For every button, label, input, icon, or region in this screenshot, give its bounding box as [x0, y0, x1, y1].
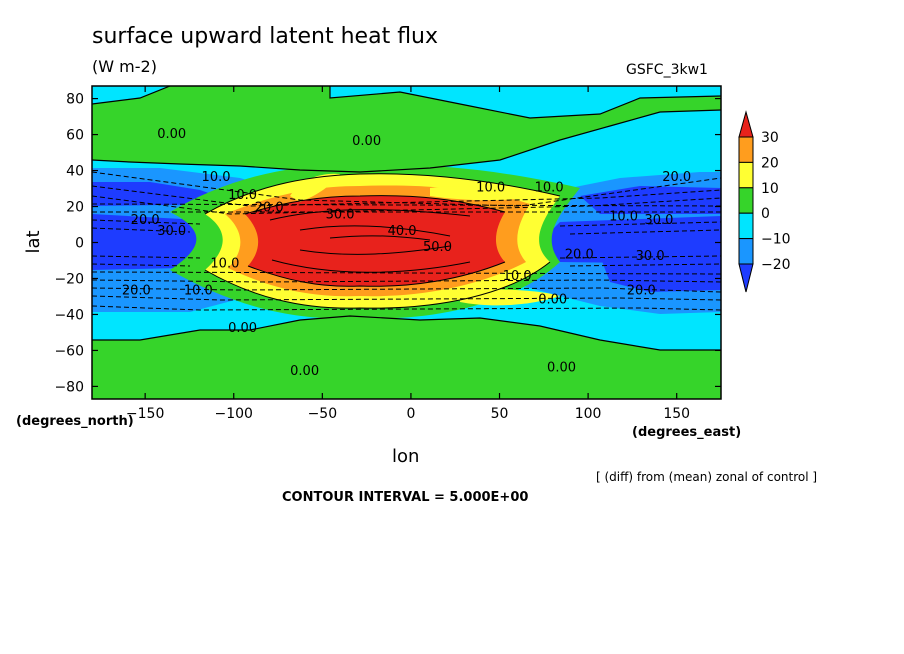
x-tick-label: 150 — [663, 406, 690, 422]
field-north-green — [92, 86, 721, 172]
contour-label: 10.0 — [609, 210, 638, 225]
field-south-green — [92, 316, 721, 399]
chart-units: (W m-2) — [92, 57, 157, 76]
y-tick-label: 40 — [66, 164, 84, 180]
contour-label: 20.0 — [131, 213, 160, 228]
x-axis-label: lon — [392, 446, 420, 467]
contour-label: 10.0 — [535, 181, 564, 196]
chart-title: surface upward latent heat flux — [92, 24, 439, 49]
contour-label: 30.0 — [326, 208, 355, 223]
contour-label: 0.00 — [228, 321, 257, 336]
contour-label: 10.0 — [210, 256, 239, 271]
x-tick-label: −150 — [126, 406, 164, 422]
contour-label: 10.0 — [202, 170, 231, 185]
contour-dashed-north — [92, 171, 721, 235]
y-axis: −80 −60 −40 −20 0 20 40 60 80 — [54, 92, 721, 395]
y-tick-label: 20 — [66, 200, 84, 216]
colorbar-label: 20 — [761, 155, 779, 171]
y-axis-label: lat — [23, 230, 45, 254]
y-tick-label: −60 — [54, 343, 84, 359]
x-tick-label: 100 — [575, 406, 602, 422]
field-north-yellow-bulge — [290, 173, 540, 202]
colorbar-label: 0 — [761, 206, 770, 222]
contour-label: 30.0 — [645, 213, 674, 228]
colorbar-label: 10 — [761, 181, 779, 197]
contour-label: 20.0 — [627, 283, 656, 298]
x-tick-label: −50 — [308, 406, 338, 422]
colorbar-bin — [738, 110, 754, 138]
y-axis-name: (degrees_north) — [16, 414, 134, 429]
contour-label: 40.0 — [388, 224, 417, 239]
y-tick-label: 0 — [75, 236, 84, 252]
contour-zero-north — [92, 86, 721, 173]
contour-dashed-south — [92, 255, 721, 311]
colorbar-bin — [738, 212, 754, 240]
contour-label: 20.0 — [122, 283, 151, 298]
colorbar-bin — [738, 161, 754, 189]
colorbar-label: −20 — [761, 257, 791, 273]
x-tick-label: −100 — [215, 406, 253, 422]
contour-zero-south — [92, 315, 721, 351]
contour-label: 10.0 — [476, 181, 505, 196]
contour-label: 20.0 — [662, 170, 691, 185]
contour-warm — [204, 173, 561, 309]
contour-label: 20.0 — [565, 247, 594, 262]
colorbar-bin — [738, 238, 754, 265]
contour-label: 0.00 — [352, 134, 381, 149]
x-axis: −150 −100 −50 0 50 100 150 — [126, 86, 690, 422]
x-axis-name: (degrees_east) — [632, 425, 742, 440]
contour-label: 10.0 — [503, 269, 532, 284]
contour-label: 30.0 — [157, 224, 186, 239]
contour-label: 50.0 — [423, 240, 452, 255]
contour-label: 20.0 — [255, 201, 284, 216]
colorbar-label: −10 — [761, 232, 791, 248]
contour-label: 0.00 — [157, 127, 186, 142]
y-tick-label: −40 — [54, 307, 84, 323]
y-tick-label: −20 — [54, 271, 84, 287]
x-tick-label: 50 — [491, 406, 509, 422]
y-tick-label: 80 — [66, 92, 84, 108]
diff-comment: [ (diff) from (mean) zonal of control ] — [596, 470, 818, 484]
field-layers — [92, 86, 721, 399]
contour-label: 10.0 — [184, 283, 213, 298]
model-name: GSFC_3kw1 — [626, 62, 708, 78]
colorbar-bin — [738, 263, 754, 293]
colorbar: 30 20 10 0 −10 −20 — [738, 110, 791, 293]
field-equator-darkblue — [92, 214, 721, 264]
colorbar-label: 30 — [761, 130, 779, 146]
x-tick-label: 0 — [406, 406, 415, 422]
contour-label: 0.00 — [547, 361, 576, 376]
y-tick-label: 60 — [66, 128, 84, 144]
contour-interval: CONTOUR INTERVAL = 5.000E+00 — [282, 490, 529, 505]
contour-label: 30.0 — [636, 249, 665, 264]
contour-label: 0.00 — [290, 364, 319, 379]
colorbar-bin — [738, 136, 754, 163]
colorbar-bin — [738, 187, 754, 214]
contour-label: 10.0 — [228, 188, 257, 203]
y-tick-label: −80 — [54, 379, 84, 395]
contour-label: 0.00 — [538, 292, 567, 307]
field-warm-red — [245, 195, 505, 287]
contour-lines — [92, 86, 721, 351]
